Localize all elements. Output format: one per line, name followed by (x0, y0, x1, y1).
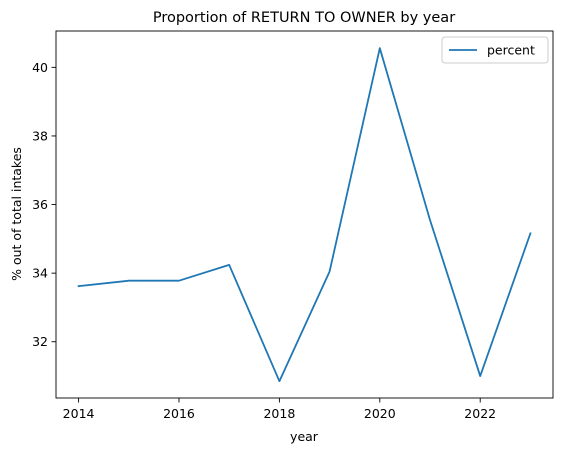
y-tick-label: 38 (32, 128, 48, 143)
legend: percent (442, 37, 548, 63)
legend-label: percent (487, 43, 535, 58)
chart-title: Proportion of RETURN TO OWNER by year (153, 10, 455, 26)
y-tick-label: 36 (32, 197, 48, 212)
x-tick-label: 2020 (364, 406, 396, 421)
x-tick-label: 2014 (63, 406, 95, 421)
y-axis-label: % out of total intakes (9, 147, 24, 281)
x-tick-label: 2016 (163, 406, 195, 421)
y-tick-label: 32 (32, 334, 48, 349)
x-tick-label: 2022 (464, 406, 496, 421)
x-axis-label: year (290, 429, 319, 444)
y-tick-label: 40 (32, 60, 48, 75)
x-tick-label: 2018 (263, 406, 295, 421)
y-tick-label: 34 (32, 266, 48, 281)
